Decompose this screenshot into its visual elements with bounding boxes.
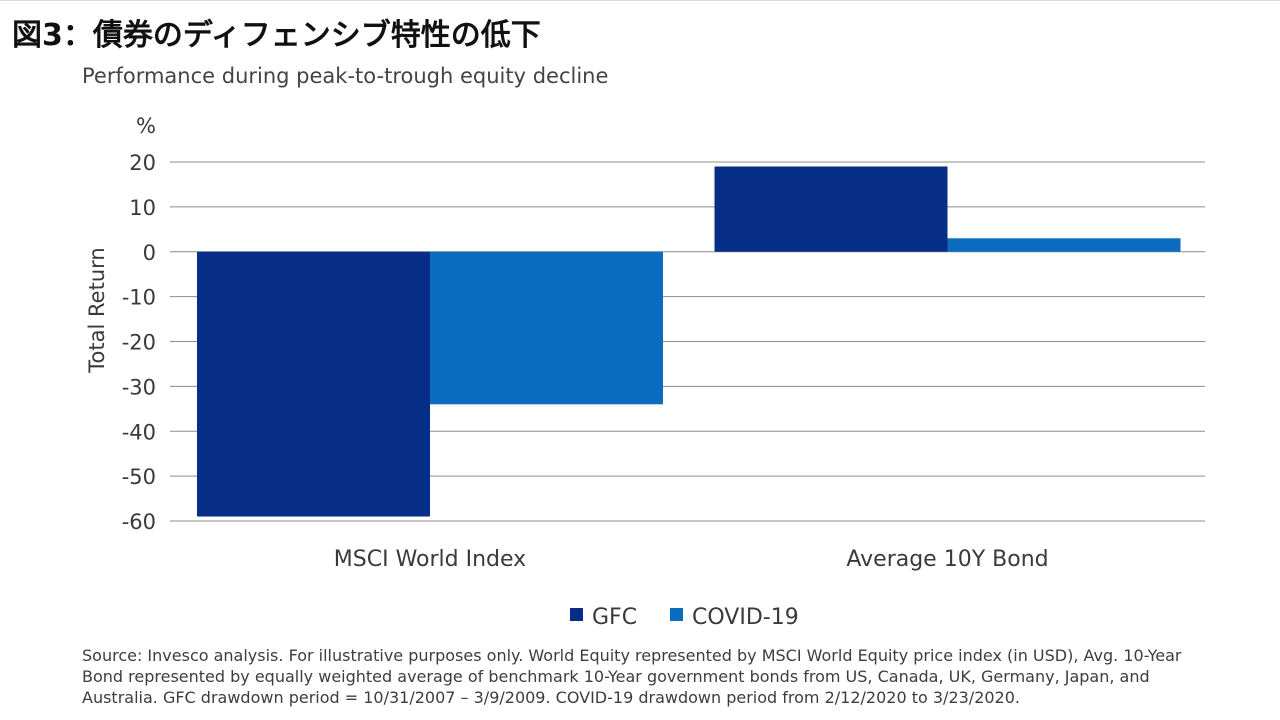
y-tick-labels: 20 10 0 -10 -20 -30 -40 -50 -60	[122, 151, 156, 534]
top-rule	[0, 0, 1280, 1]
category-label: MSCI World Index	[334, 547, 526, 572]
y-tick-label: -40	[122, 420, 156, 444]
y-tick-label: -50	[122, 465, 156, 489]
bar-gfc-1	[197, 251, 430, 517]
y-tick-label: 0	[143, 241, 156, 265]
unit-label: %	[136, 114, 156, 138]
legend-label: COVID-19	[692, 605, 799, 630]
legend-label: GFC	[592, 605, 637, 630]
bar-covid-19-1	[430, 251, 663, 405]
y-tick-label: -20	[122, 331, 156, 355]
figure-title: 図3：債券のディフェンシブ特性の低下	[12, 18, 541, 53]
y-tick-label: -60	[122, 510, 156, 534]
bar-gfc-2	[714, 166, 948, 252]
source-note: Source: Invesco analysis. For illustrati…	[82, 646, 1182, 707]
legend-swatch	[670, 608, 683, 621]
chart: % Total Return 20 10 0 -10 -20 -30 -40 -50 -60 M…	[85, 114, 1205, 630]
bar-covid-19-2	[947, 238, 1181, 252]
y-tick-label: 20	[129, 151, 156, 175]
y-axis-title: Total Return	[85, 247, 109, 373]
y-tick-label: -10	[122, 286, 156, 310]
legend: GFC COVID-19	[570, 605, 799, 630]
category-label: Average 10Y Bond	[846, 547, 1048, 572]
bars	[197, 166, 1181, 517]
y-tick-label: 10	[129, 196, 156, 220]
legend-swatch	[570, 608, 583, 621]
category-labels: MSCI World Index Average 10Y Bond	[334, 547, 1049, 572]
y-tick-label: -30	[122, 375, 156, 399]
chart-subtitle: Performance during peak-to-trough equity…	[82, 64, 609, 88]
